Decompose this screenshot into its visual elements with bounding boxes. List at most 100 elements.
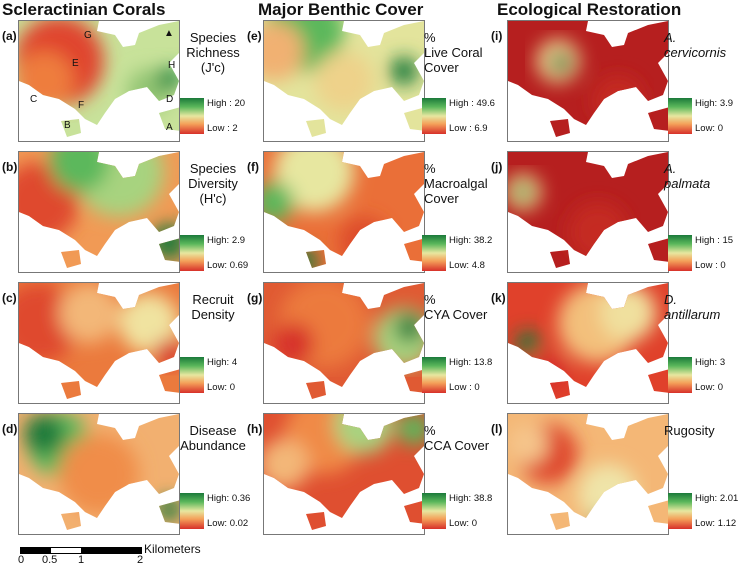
legend-low: Low: 4.8 (449, 260, 485, 271)
column-title-corals: Scleractinian Corals (2, 0, 166, 19)
legend-color-ramp (422, 357, 446, 393)
panel-label: (b) (2, 160, 18, 174)
legend-color-ramp (180, 235, 204, 271)
legend-color-ramp (180, 98, 204, 134)
panel-label: (k) (491, 291, 506, 305)
legend-high: High: 38.8 (449, 493, 493, 504)
map-panel (18, 413, 180, 535)
legend-low: Low: 0 (695, 382, 723, 393)
map-title: Species Richness (J'c) (186, 30, 240, 75)
site-label: C (30, 94, 38, 105)
scale-tick-0: 0 (18, 554, 25, 566)
map-panel (507, 20, 669, 142)
legend-low: Low: 0 (695, 123, 723, 134)
legend-color-ramp (668, 235, 692, 271)
legend-high: High: 3.9 (695, 98, 734, 109)
legend-high: High : 20 (207, 98, 246, 109)
color-legend: High: 3 Low: 0 (668, 357, 745, 395)
legend-color-ramp (180, 357, 204, 393)
legend-high: High: 0.36 (207, 493, 251, 504)
color-legend: High: 38.2 Low: 4.8 (422, 235, 502, 273)
map-panel (507, 413, 669, 535)
legend-high: High : 49.6 (449, 98, 495, 109)
site-label: D (166, 94, 174, 105)
heatmap-map (508, 21, 668, 137)
map-panel (18, 282, 180, 404)
map-panel (18, 20, 180, 142)
heatmap-map (19, 414, 179, 530)
legend-low: Low : 0 (449, 382, 480, 393)
scale-tick-1: 1 (78, 554, 85, 566)
map-panel (263, 20, 425, 142)
map-panel (263, 151, 425, 273)
legend-color-ramp (422, 235, 446, 271)
color-legend: High : 15 Low : 0 (668, 235, 745, 273)
legend-low: Low: 0.02 (207, 518, 249, 529)
site-label: G (84, 30, 92, 41)
color-legend: High : 49.6 Low : 6.9 (422, 98, 502, 136)
panel-label: (c) (2, 291, 17, 305)
panel-label: (f) (247, 160, 259, 174)
panel-label: (j) (491, 160, 503, 174)
panel-label: (g) (247, 291, 263, 305)
heatmap-map (264, 152, 424, 268)
site-label: A (166, 122, 173, 133)
site-label: E (72, 58, 79, 69)
heatmap-map (508, 152, 668, 268)
map-title: % CYA Cover (424, 292, 488, 322)
site-label: B (64, 120, 71, 131)
map-panel (507, 151, 669, 273)
heatmap-map (19, 283, 179, 399)
heatmap-map (508, 414, 668, 530)
panel-label: (i) (491, 29, 503, 43)
map-title: A. cervicornis (664, 30, 727, 60)
color-legend: High: 38.8 Low: 0 (422, 493, 502, 531)
legend-high: High: 2.01 (695, 493, 739, 504)
heatmap-map (264, 283, 424, 399)
map-title: % Live Coral Cover (424, 30, 483, 75)
color-legend: High: 4 Low: 0 (180, 357, 260, 395)
color-legend: High : 20 Low : 2 (180, 98, 260, 136)
map-panel (263, 282, 425, 404)
map-title: % Macroalgal Cover (424, 161, 488, 206)
site-label: H (168, 60, 176, 71)
legend-color-ramp (668, 357, 692, 393)
site-label: F (78, 100, 85, 111)
color-legend: High: 3.9 Low: 0 (668, 98, 745, 136)
map-panel (507, 282, 669, 404)
panel-label: (h) (247, 422, 263, 436)
color-legend: High: 2.9 Low: 0.69 (180, 235, 260, 273)
panel-label: (a) (2, 29, 17, 43)
heatmap-map (19, 21, 179, 137)
legend-color-ramp (180, 493, 204, 529)
map-title: % CCA Cover (424, 423, 490, 453)
scale-tick-2: 2 (137, 554, 144, 566)
legend-high: High: 38.2 (449, 235, 493, 246)
map-title: A. palmata (664, 161, 711, 191)
legend-color-ramp (422, 493, 446, 529)
color-legend: High: 0.36 Low: 0.02 (180, 493, 260, 531)
heatmap-map (19, 152, 179, 268)
map-title: Recruit Density (191, 292, 235, 322)
map-title: Disease Abundance (180, 423, 246, 453)
legend-low: Low: 0.69 (207, 260, 249, 271)
legend-low: Low: 0 (207, 382, 235, 393)
panel-label: (e) (247, 29, 262, 43)
heatmap-map (264, 21, 424, 137)
legend-low: Low : 6.9 (449, 123, 488, 134)
legend-low: Low : 2 (207, 123, 238, 134)
legend-low: Low : 0 (695, 260, 726, 271)
color-legend: High: 13.8 Low : 0 (422, 357, 502, 395)
panel-label: (l) (491, 422, 503, 436)
heatmap-map (264, 414, 424, 530)
map-title: Species Diversity (H'c) (188, 161, 238, 206)
scale-tick-05: 0.5 (42, 554, 58, 566)
column-title-restoration: Ecological Restoration (497, 0, 682, 19)
legend-high: High: 13.8 (449, 357, 493, 368)
legend-high: High: 2.9 (207, 235, 246, 246)
legend-low: Low: 1.12 (695, 518, 737, 529)
map-title: Rugosity (664, 423, 715, 438)
legend-high: High : 15 (695, 235, 734, 246)
panel-label: (d) (2, 422, 18, 436)
legend-high: High: 3 (695, 357, 726, 368)
